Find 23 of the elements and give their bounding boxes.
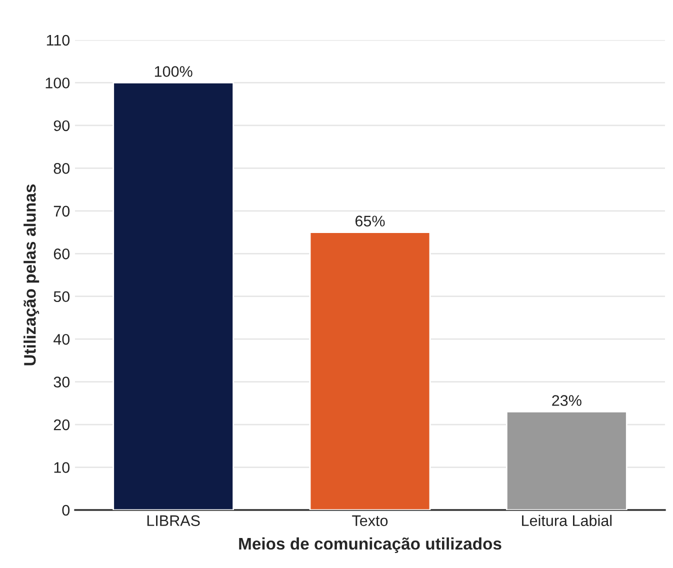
y-tick-label: 40 [54, 334, 70, 345]
y-tick-label: 110 [46, 34, 70, 46]
y-tick-label: 10 [54, 462, 70, 473]
bar [309, 232, 431, 510]
y-tick-label: 50 [54, 291, 70, 302]
data-label: 23% [552, 395, 582, 406]
y-tick-label: 90 [54, 120, 70, 132]
y-tick-label: 60 [54, 248, 70, 260]
x-tick-label: LIBRAS [147, 515, 200, 526]
y-tick-label: 0 [62, 504, 70, 516]
x-tick-label: Leitura Labial [522, 514, 612, 526]
bar [506, 411, 628, 510]
data-label: 65% [355, 216, 385, 226]
y-tick-label: 20 [54, 419, 70, 430]
x-axis-title: Meios de comunicação utilizados [239, 537, 502, 553]
y-tick-label: 100 [46, 78, 70, 88]
bar [112, 82, 234, 510]
x-tick-label: Texto [352, 515, 388, 526]
data-label: 100% [154, 66, 192, 77]
y-tick-label: 30 [54, 376, 70, 388]
y-tick-label: 70 [54, 206, 70, 217]
y-axis-title: Utilização pelas alunas [24, 184, 40, 366]
y-tick-label: 80 [54, 163, 70, 174]
